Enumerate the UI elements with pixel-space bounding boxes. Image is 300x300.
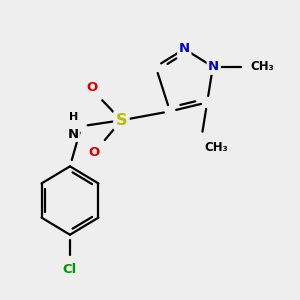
Text: N: N <box>68 128 79 141</box>
Text: O: O <box>86 81 97 94</box>
Text: CH₃: CH₃ <box>204 141 228 154</box>
Text: N: N <box>208 60 219 73</box>
Text: H: H <box>69 112 79 122</box>
Text: N: N <box>179 42 190 55</box>
Text: S: S <box>116 113 127 128</box>
Text: CH₃: CH₃ <box>250 60 274 73</box>
Text: O: O <box>89 146 100 159</box>
Text: Cl: Cl <box>63 263 77 276</box>
